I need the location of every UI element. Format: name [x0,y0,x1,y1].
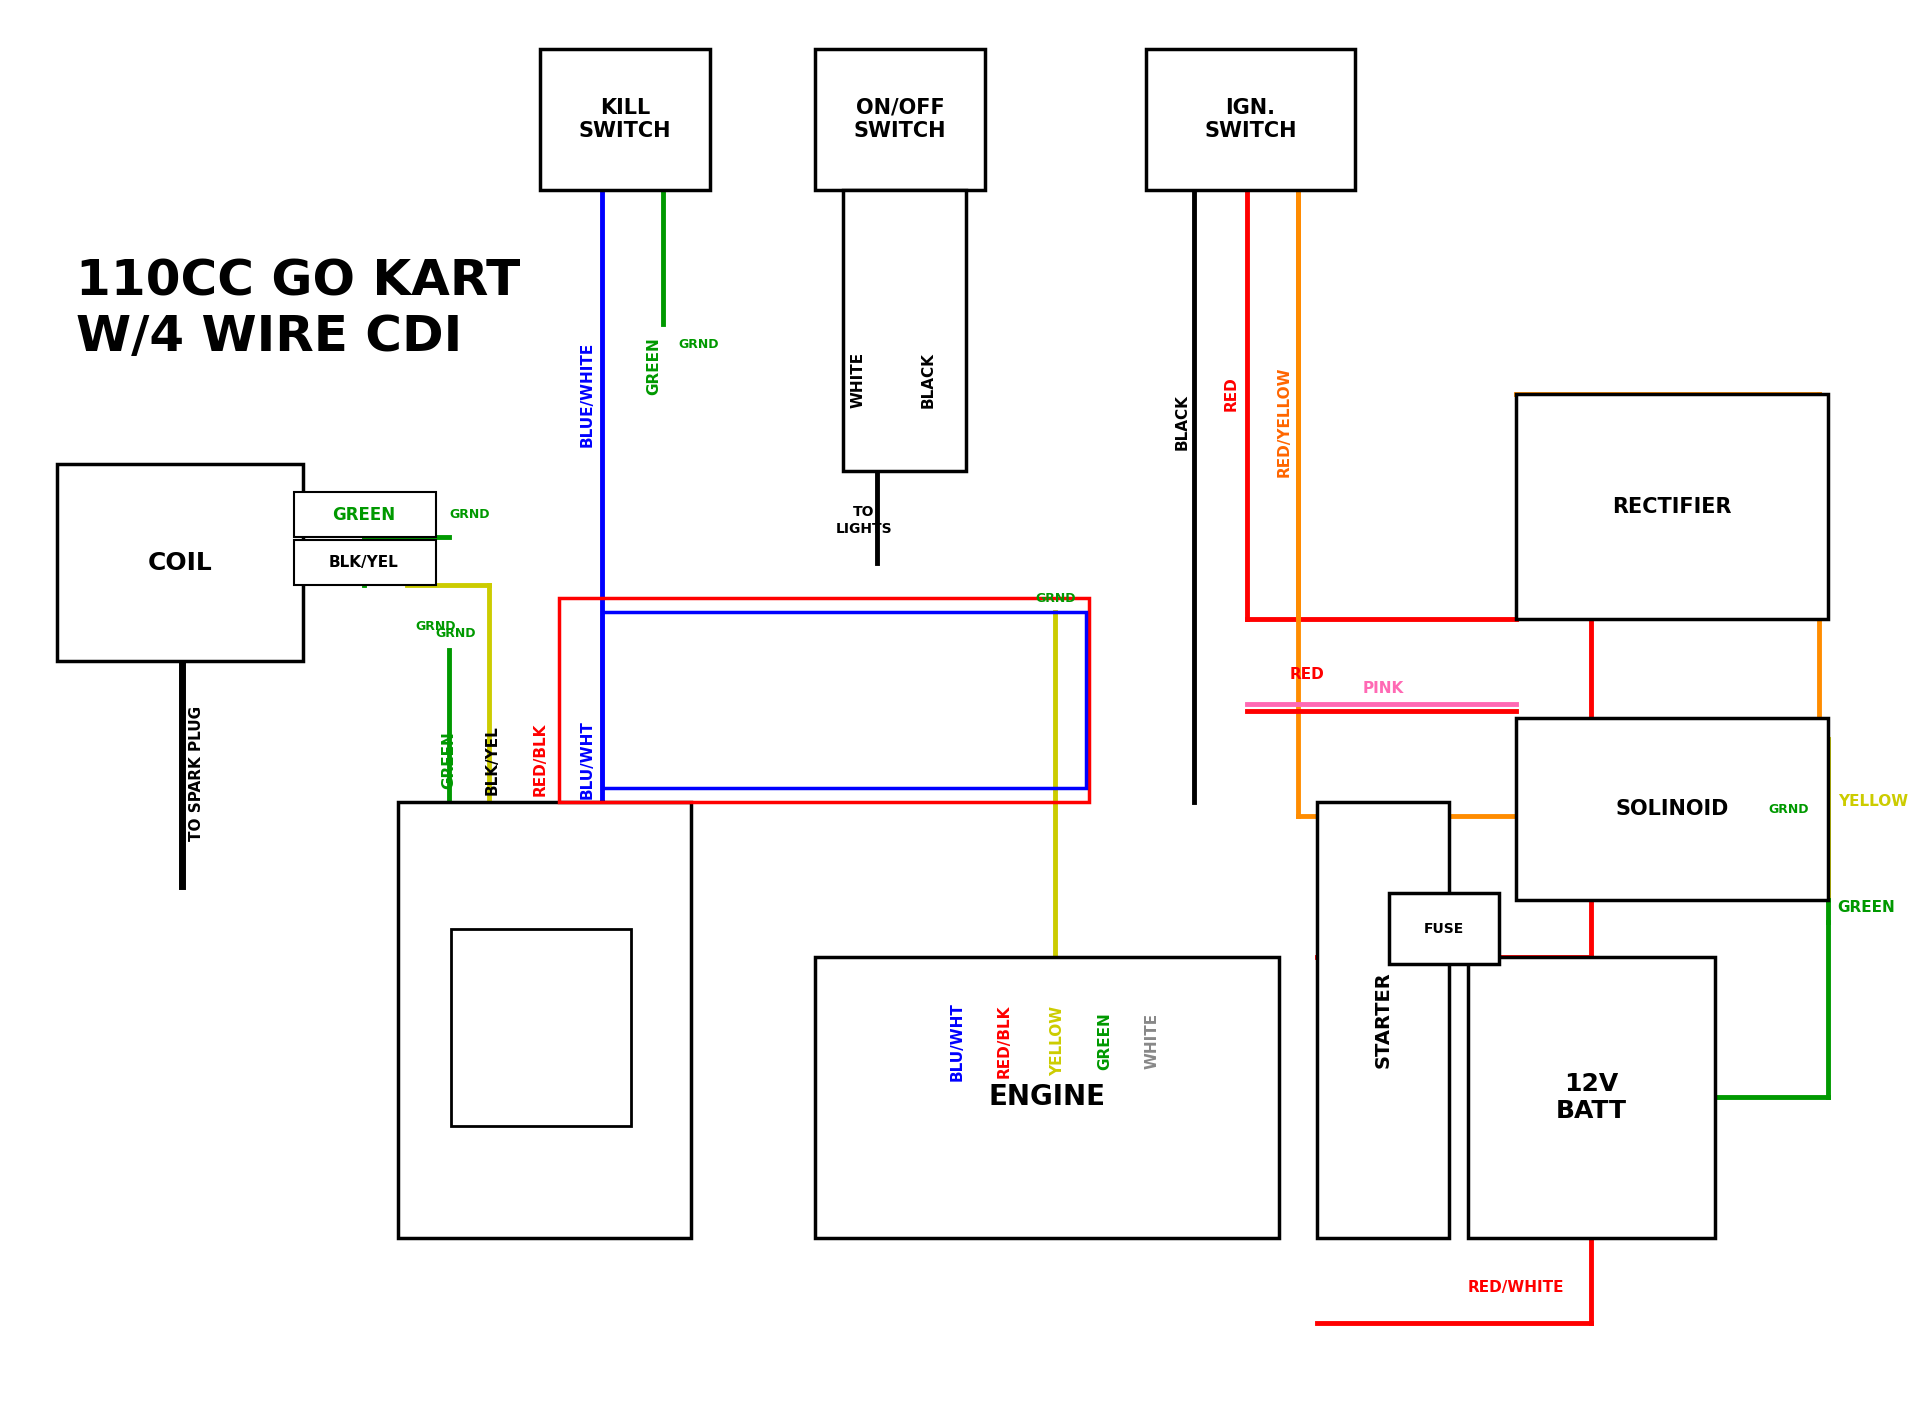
Text: BLACK: BLACK [922,352,935,408]
FancyBboxPatch shape [1317,802,1450,1238]
Text: TO
LIGHTS: TO LIGHTS [835,505,893,536]
FancyBboxPatch shape [843,190,966,471]
Text: GRND: GRND [678,338,718,352]
Text: YELLOW: YELLOW [1837,795,1908,809]
Text: TO SPARK PLUG: TO SPARK PLUG [190,706,204,841]
Text: BLK/YEL: BLK/YEL [328,556,399,570]
Text: CDI: CDI [518,1006,572,1034]
FancyBboxPatch shape [540,49,710,190]
Text: BLACK: BLACK [1175,394,1190,450]
Text: GRND: GRND [1768,802,1809,816]
Text: GREEN: GREEN [1837,900,1895,915]
Text: GRND: GRND [449,508,490,522]
Text: GRND: GRND [1035,592,1075,605]
Text: SOLINOID: SOLINOID [1615,799,1728,819]
Text: RED/BLK: RED/BLK [532,723,547,796]
Text: STARTER: STARTER [1373,972,1392,1068]
Text: BLK/YEL: BLK/YEL [486,725,499,795]
Text: RECTIFIER: RECTIFIER [1613,497,1732,516]
FancyBboxPatch shape [294,492,436,537]
Text: ON/OFF
SWITCH: ON/OFF SWITCH [854,98,947,141]
FancyBboxPatch shape [1388,893,1500,964]
Text: WHITE: WHITE [851,352,866,408]
FancyBboxPatch shape [294,540,436,585]
Text: RED/YELLOW: RED/YELLOW [1277,367,1292,477]
Text: RED: RED [1290,667,1325,682]
Text: GREEN: GREEN [647,336,660,395]
Text: WHITE: WHITE [1144,1013,1160,1069]
Text: COIL: COIL [148,550,213,575]
Text: KILL
SWITCH: KILL SWITCH [580,98,672,141]
FancyBboxPatch shape [1469,957,1715,1238]
Text: ENGINE: ENGINE [989,1083,1106,1112]
FancyBboxPatch shape [1515,718,1828,900]
FancyBboxPatch shape [451,929,632,1126]
Text: GREEN: GREEN [1096,1012,1112,1071]
FancyBboxPatch shape [58,464,303,661]
Text: BLU/WHT: BLU/WHT [580,720,595,799]
Text: PINK: PINK [1363,681,1404,696]
Text: BLU/WHT: BLU/WHT [948,1002,964,1081]
Text: GREEN: GREEN [332,507,396,523]
FancyBboxPatch shape [814,957,1279,1238]
Text: GRND: GRND [415,620,455,633]
Text: GREEN: GREEN [442,730,457,789]
Text: RED: RED [1223,377,1238,411]
Text: BLUE/WHITE: BLUE/WHITE [580,342,595,446]
FancyBboxPatch shape [1515,394,1828,619]
Text: IGN.
SWITCH: IGN. SWITCH [1204,98,1296,141]
Text: 12V
BATT: 12V BATT [1555,1072,1626,1123]
Text: YELLOW: YELLOW [1050,1006,1064,1076]
Text: 110CC GO KART
W/4 WIRE CDI: 110CC GO KART W/4 WIRE CDI [75,257,520,362]
Text: RED/BLK: RED/BLK [996,1005,1012,1078]
Text: RED/WHITE: RED/WHITE [1467,1280,1565,1296]
FancyBboxPatch shape [1146,49,1356,190]
Text: FUSE: FUSE [1423,922,1463,936]
FancyBboxPatch shape [397,802,691,1238]
Text: GRND: GRND [436,626,476,640]
FancyBboxPatch shape [814,49,985,190]
